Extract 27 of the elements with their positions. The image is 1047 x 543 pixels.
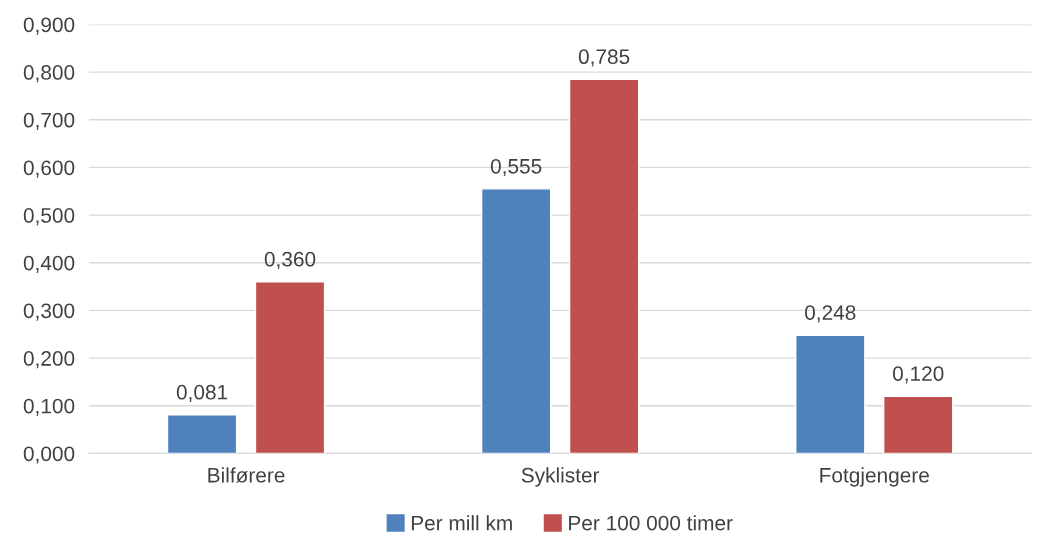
y-tick-label: 0,800	[23, 65, 75, 83]
y-tick-label: 0,000	[23, 446, 75, 464]
y-tick-label: 0,700	[23, 112, 75, 130]
y-tick-label: 0,200	[23, 351, 75, 369]
data-label: 0,248	[805, 305, 856, 323]
x-tick-label: Bilførere	[208, 467, 285, 483]
legend-label: Per 100 000 timer	[569, 515, 733, 531]
bar	[166, 414, 238, 454]
y-tick-label: 0,600	[23, 160, 75, 178]
y-tick-label: 0,900	[23, 17, 75, 35]
x-tick-label: Fotgjengere	[820, 467, 929, 487]
data-label: 0,081	[176, 384, 228, 403]
data-label: 0,555	[490, 158, 542, 177]
y-tick-label: 0,300	[23, 303, 75, 321]
data-label: 0,120	[892, 366, 944, 384]
bar	[568, 78, 640, 454]
y-tick-label: 0,400	[23, 255, 75, 273]
y-tick-label: 0,100	[23, 398, 75, 416]
bar	[480, 188, 552, 454]
data-label: 0,785	[578, 49, 630, 67]
bar	[254, 281, 326, 454]
x-tick-label: Syklister	[521, 467, 600, 487]
y-tick-label: 0,500	[23, 208, 75, 226]
bar	[795, 334, 866, 454]
bar	[882, 395, 954, 454]
data-label: 0,360	[264, 251, 316, 270]
legend-label: Per mill km	[411, 515, 512, 531]
